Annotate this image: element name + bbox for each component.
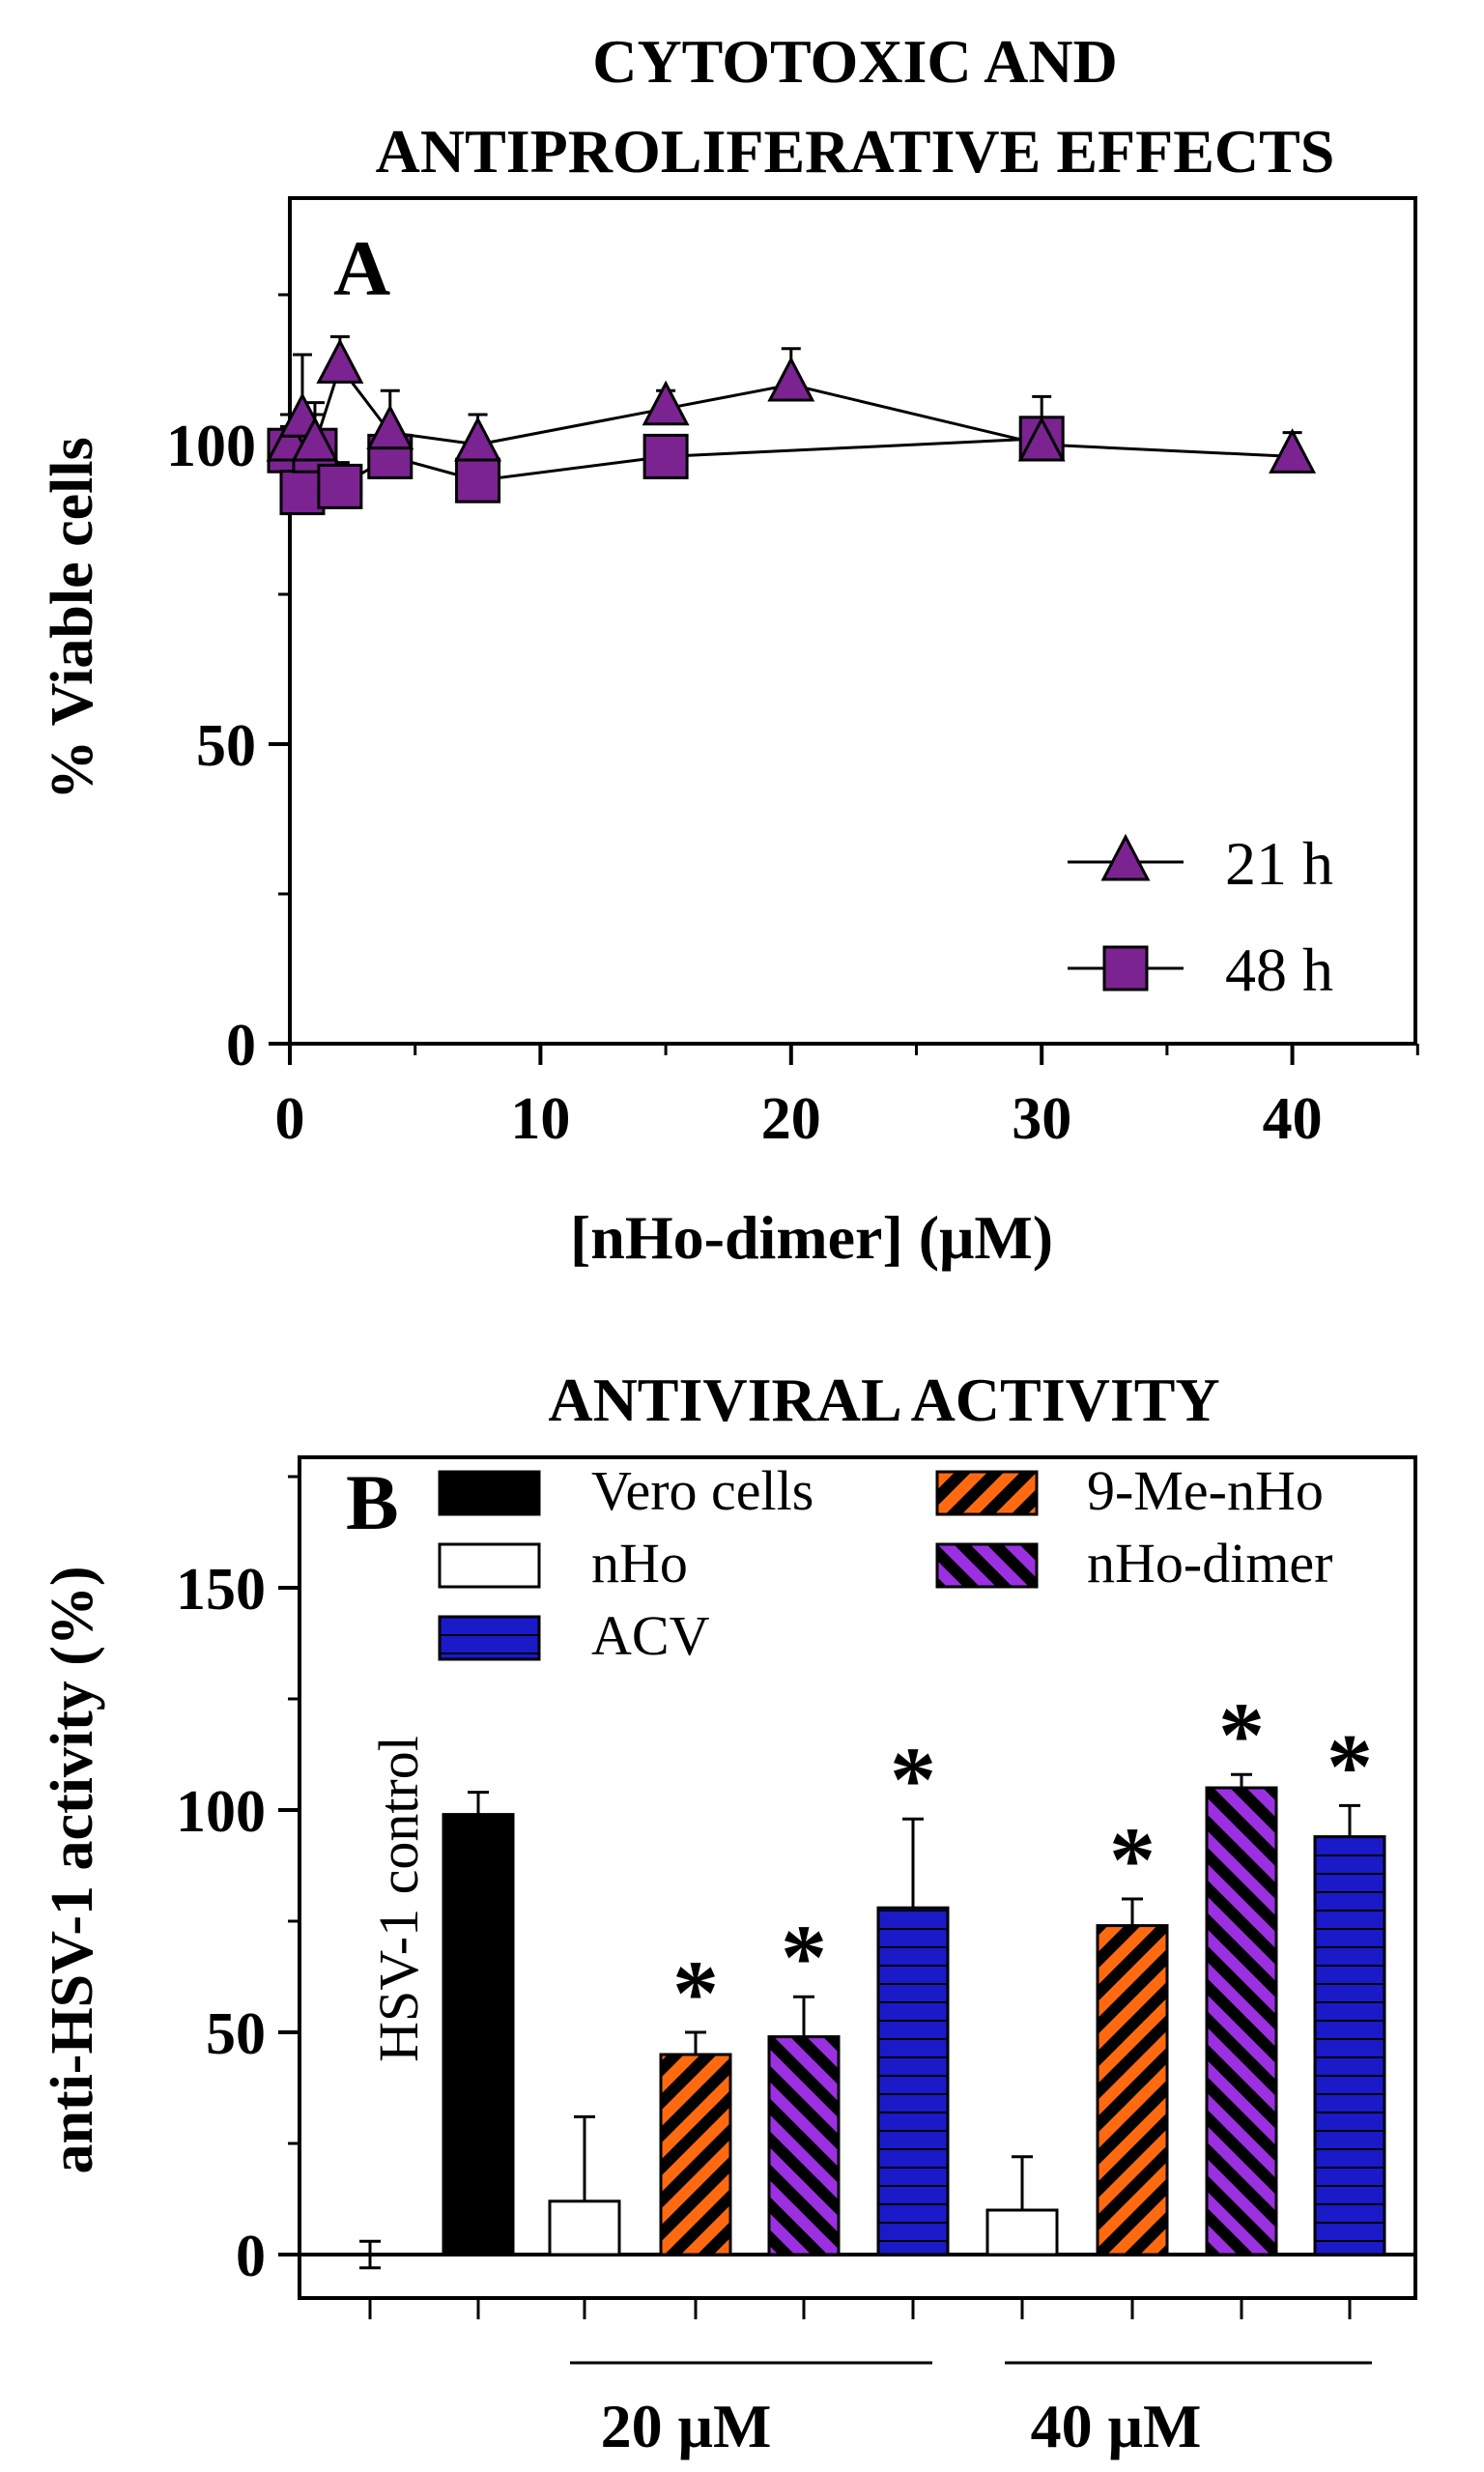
point-48-h-6	[642, 433, 689, 479]
legend-21h-triangle-marker	[1100, 833, 1151, 881]
panel-b-letter: B	[346, 1458, 399, 1546]
panel-b: ANTIVIRAL ACTIVITY B 0 50 100 150 * * * * * * HS…	[40, 1365, 1417, 2460]
significance-star-acv-20-m: *	[890, 1728, 936, 1831]
legend-48h-label: 48 h	[1225, 935, 1333, 1004]
bar-acv-20-m	[876, 1906, 950, 2256]
point-21-h-9	[1269, 428, 1317, 474]
y-tick-label-150: 150	[176, 1557, 266, 1623]
panel-a-title-line2: ANTIPROLIFERATIVE EFFECTS	[376, 117, 1335, 186]
panel-b-plot-frame	[298, 1455, 1417, 2300]
legend-nho-swatch	[438, 1542, 541, 1589]
x-tick-label-0: 0	[275, 1086, 305, 1152]
y-tick-label-0: 0	[236, 2224, 266, 2289]
panel-a-legend: 21 h 48 h	[1068, 829, 1333, 1004]
panel-a-title-line1: CYTOTOXIC AND	[592, 27, 1118, 96]
panel-a-y-axis-label: % Viable cells	[40, 437, 105, 799]
bar-9-me-nho-40-m	[1096, 1924, 1169, 2256]
legend-9-me-nho-label: 9-Me-nHo	[1087, 1459, 1324, 1522]
panel-b-bars: * * * * * *	[359, 1683, 1386, 2270]
panel-b-legend: Vero cells nHo ACV 9-Me-nHo nHo-dimer	[438, 1459, 1333, 1667]
legend-21h-label: 21 h	[1225, 829, 1333, 898]
y-tick-label-0: 0	[226, 1013, 256, 1078]
legend-48h-square-marker	[1102, 945, 1149, 992]
y-tick-label-50: 50	[196, 713, 256, 779]
bar-vero-cells	[442, 1813, 515, 2256]
legend-nho-label: nHo	[591, 1532, 688, 1595]
legend-acv-swatch	[438, 1615, 541, 1661]
significance-star-9-me-nho-20-m: *	[672, 1941, 719, 2045]
bar-acv-40-m	[1313, 1835, 1386, 2256]
point-21-h-7	[767, 356, 815, 402]
panel-a-markers	[266, 338, 1317, 516]
point-21-h-8	[1017, 416, 1066, 462]
point-48-h-5	[455, 457, 501, 503]
bar-nho-dimer-20-m	[767, 2035, 841, 2256]
legend-nho-dimer-swatch	[935, 1542, 1039, 1589]
panel-a: CYTOTOXIC AND ANTIPROLIFERATIVE EFFECTS …	[40, 27, 1419, 1272]
point-21-h-3	[316, 338, 364, 384]
legend-vero-swatch	[438, 1470, 541, 1516]
panel-b-y-axis-label: anti-HSV-1 activity (%)	[40, 1566, 105, 2173]
point-48-h-1	[279, 470, 326, 516]
point-21-h-5	[454, 416, 502, 462]
panel-a-plot-frame	[288, 196, 1417, 1046]
point-21-h-4	[366, 404, 414, 450]
panel-a-axes: 0 10 20 30 40 0 50 100	[166, 293, 1419, 1152]
y-tick-label-100: 100	[166, 414, 256, 479]
panel-a-letter: A	[333, 224, 390, 312]
hsv1-control-label: HSV-1 control	[367, 1736, 430, 2062]
y-tick-label-100: 100	[176, 1779, 266, 1845]
x-tick-label-30: 30	[1012, 1086, 1071, 1152]
x-tick-label-20: 20	[761, 1086, 821, 1152]
legend-nho-dimer-label: nHo-dimer	[1087, 1532, 1333, 1595]
x-tick-label-10: 10	[510, 1086, 570, 1152]
significance-star-nho-dimer-40-m: *	[1218, 1683, 1265, 1787]
bar-nho-40-m	[985, 2208, 1059, 2256]
significance-star-acv-40-m: *	[1327, 1714, 1373, 1818]
y-tick-label-50: 50	[206, 2001, 266, 2067]
group-40um-label: 40 μM	[1031, 2392, 1202, 2460]
group-20um-label: 20 μM	[601, 2392, 772, 2460]
panel-b-title: ANTIVIRAL ACTIVITY	[548, 1365, 1219, 1434]
bar-9-me-nho-20-m	[659, 2053, 732, 2256]
significance-star-nho-dimer-20-m: *	[781, 1906, 827, 2009]
x-tick-label-40: 40	[1263, 1086, 1323, 1152]
bar-nho-20-m	[548, 2199, 621, 2256]
point-21-h-2	[291, 416, 339, 462]
legend-9-me-nho-swatch	[935, 1470, 1039, 1516]
legend-vero-label: Vero cells	[591, 1459, 813, 1522]
panel-a-x-axis-label: [nHo-dimer] (μM)	[570, 1203, 1053, 1272]
bar-nho-dimer-40-m	[1205, 1786, 1278, 2256]
significance-star-9-me-nho-40-m: *	[1109, 1808, 1156, 1911]
legend-acv-label: ACV	[591, 1604, 710, 1667]
point-48-h-3	[317, 463, 363, 509]
point-21-h-6	[642, 380, 690, 426]
